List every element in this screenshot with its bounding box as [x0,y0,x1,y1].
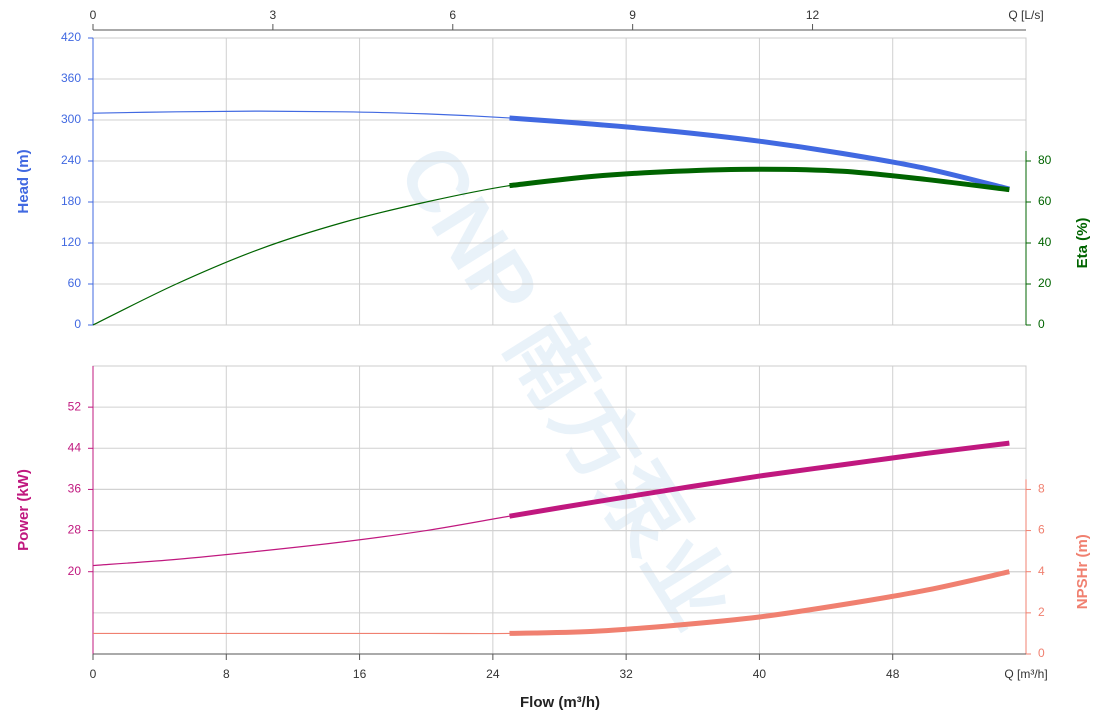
y-tick-label: 420 [61,30,81,44]
x-tick-label: 16 [353,667,367,681]
curve-operating-range [509,115,1010,192]
y-tick-label: 240 [61,153,81,167]
y2-tick-label: 60 [1038,194,1052,208]
y-tick-label: 0 [74,317,81,331]
y-tick-label: 36 [68,482,82,496]
y-tick-label: 60 [68,276,82,290]
top-tick-label: 12 [806,8,820,22]
top-unit-label: Q [L/s] [1008,8,1043,22]
y-tick-label: 300 [61,112,81,126]
curve-operating-range [509,166,1010,193]
y2-tick-label: 2 [1038,605,1045,619]
y2-tick-label: 80 [1038,153,1052,167]
x-axis-title: Flow (m³/h) [520,694,600,711]
y-tick-label: 20 [68,564,82,578]
y-tick-label: 360 [61,71,81,85]
y-tick-label: 180 [61,194,81,208]
watermark: CNP 南方泵业 [379,129,751,645]
y2-tick-label: 4 [1038,564,1045,578]
y-tick-label: 44 [68,440,82,454]
top-tick-label: 3 [270,8,277,22]
x-tick-label: 48 [886,667,900,681]
y-axis-title: Head (m) [15,149,32,213]
curve-operating-range [509,440,1010,519]
x-tick-label: 32 [619,667,633,681]
curve-operating-range [509,569,1010,636]
y2-tick-label: 0 [1038,317,1045,331]
y2-tick-label: 20 [1038,276,1052,290]
y-tick-label: 52 [68,399,82,413]
x-tick-label: 0 [90,667,97,681]
y-axis-title: Power (kW) [15,469,32,551]
top-tick-label: 6 [449,8,456,22]
x-unit-label: Q [m³/h] [1004,667,1047,681]
curve [93,571,1010,635]
y2-tick-label: 40 [1038,235,1052,249]
y-tick-label: 28 [68,523,82,537]
y2-axis-title: Eta (%) [1074,218,1091,269]
y2-tick-label: 0 [1038,646,1045,660]
y2-axis-title: NPSHr (m) [1074,534,1091,609]
x-tick-label: 24 [486,667,500,681]
top-tick-label: 0 [90,8,97,22]
top-tick-label: 9 [629,8,636,22]
x-tick-label: 8 [223,667,230,681]
y2-tick-label: 6 [1038,523,1045,537]
y2-tick-label: 8 [1038,482,1045,496]
y-tick-label: 120 [61,235,81,249]
x-tick-label: 40 [753,667,767,681]
